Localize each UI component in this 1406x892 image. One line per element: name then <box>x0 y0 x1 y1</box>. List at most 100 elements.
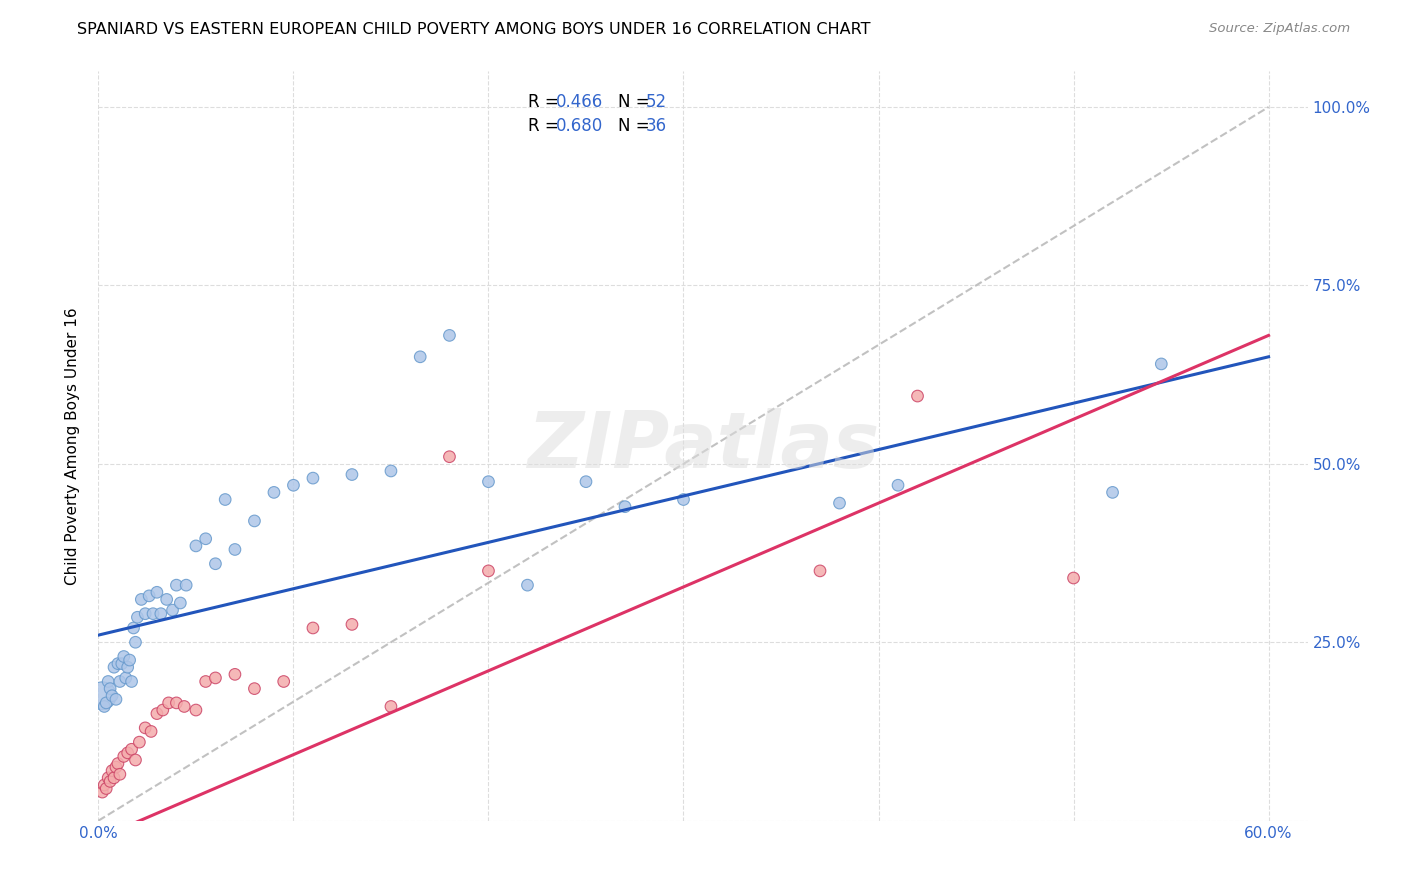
Point <box>516 578 538 592</box>
Point <box>104 760 127 774</box>
Point <box>184 703 207 717</box>
Point <box>107 756 129 771</box>
Point <box>194 532 217 546</box>
Point <box>165 696 187 710</box>
Point <box>121 742 143 756</box>
Point <box>672 492 695 507</box>
Text: R =: R = <box>527 94 564 112</box>
Point <box>174 578 197 592</box>
Point <box>409 350 432 364</box>
Point <box>214 492 236 507</box>
Point <box>340 467 363 482</box>
Point <box>127 610 149 624</box>
Point <box>91 689 114 703</box>
Point <box>156 592 179 607</box>
Point <box>101 764 124 778</box>
Point <box>108 674 131 689</box>
Point <box>184 539 207 553</box>
Point <box>107 657 129 671</box>
Point <box>93 778 115 792</box>
Point <box>122 621 145 635</box>
Point <box>96 696 118 710</box>
Point <box>173 699 195 714</box>
Point <box>108 767 131 781</box>
Point <box>112 749 135 764</box>
Point <box>118 653 141 667</box>
Point <box>111 657 134 671</box>
Point <box>98 774 121 789</box>
Text: ZIPatlas: ZIPatlas <box>527 408 879 484</box>
Point <box>302 621 325 635</box>
Point <box>224 667 246 681</box>
Point <box>380 699 402 714</box>
Point <box>907 389 929 403</box>
Point <box>828 496 851 510</box>
Text: 0.466: 0.466 <box>555 94 603 112</box>
Point <box>439 328 461 343</box>
Point <box>112 649 135 664</box>
Point <box>157 696 180 710</box>
Text: N =: N = <box>619 94 655 112</box>
Point <box>243 514 266 528</box>
Point <box>204 671 226 685</box>
Point <box>117 660 139 674</box>
Point <box>340 617 363 632</box>
Point <box>98 681 121 696</box>
Point <box>146 706 169 721</box>
Point <box>149 607 172 621</box>
Point <box>194 674 217 689</box>
Point <box>134 607 156 621</box>
Y-axis label: Child Poverty Among Boys Under 16: Child Poverty Among Boys Under 16 <box>65 307 80 585</box>
Text: Source: ZipAtlas.com: Source: ZipAtlas.com <box>1209 22 1350 36</box>
Point <box>96 781 118 796</box>
Point <box>146 585 169 599</box>
Text: 36: 36 <box>647 118 668 136</box>
Point <box>131 592 153 607</box>
Point <box>477 475 499 489</box>
Text: R =: R = <box>527 118 564 136</box>
Point <box>117 746 139 760</box>
Point <box>91 785 114 799</box>
Point <box>380 464 402 478</box>
Point <box>103 660 125 674</box>
Point <box>204 557 226 571</box>
Point <box>887 478 910 492</box>
Point <box>93 699 115 714</box>
Point <box>97 771 120 785</box>
Point <box>1063 571 1085 585</box>
Point <box>243 681 266 696</box>
Point <box>302 471 325 485</box>
Point <box>1101 485 1123 500</box>
Point <box>124 635 146 649</box>
Point <box>165 578 187 592</box>
Legend:  <box>696 855 710 869</box>
Point <box>152 703 174 717</box>
Point <box>139 724 162 739</box>
Text: SPANIARD VS EASTERN EUROPEAN CHILD POVERTY AMONG BOYS UNDER 16 CORRELATION CHART: SPANIARD VS EASTERN EUROPEAN CHILD POVER… <box>77 22 870 37</box>
Point <box>283 478 305 492</box>
Text: 0.680: 0.680 <box>555 118 603 136</box>
Point <box>124 753 146 767</box>
Point <box>97 674 120 689</box>
Point <box>103 771 125 785</box>
Text: N =: N = <box>619 118 655 136</box>
Point <box>104 692 127 706</box>
Point <box>162 603 184 617</box>
Point <box>134 721 156 735</box>
Point <box>224 542 246 557</box>
Point <box>477 564 499 578</box>
Point <box>439 450 461 464</box>
Point <box>114 671 136 685</box>
Point <box>263 485 285 500</box>
Point <box>128 735 150 749</box>
Point <box>101 689 124 703</box>
Point <box>575 475 598 489</box>
Point <box>614 500 637 514</box>
Point <box>138 589 160 603</box>
Point <box>808 564 831 578</box>
Text: 52: 52 <box>647 94 668 112</box>
Point <box>273 674 295 689</box>
Point <box>169 596 191 610</box>
Point <box>1150 357 1173 371</box>
Point <box>121 674 143 689</box>
